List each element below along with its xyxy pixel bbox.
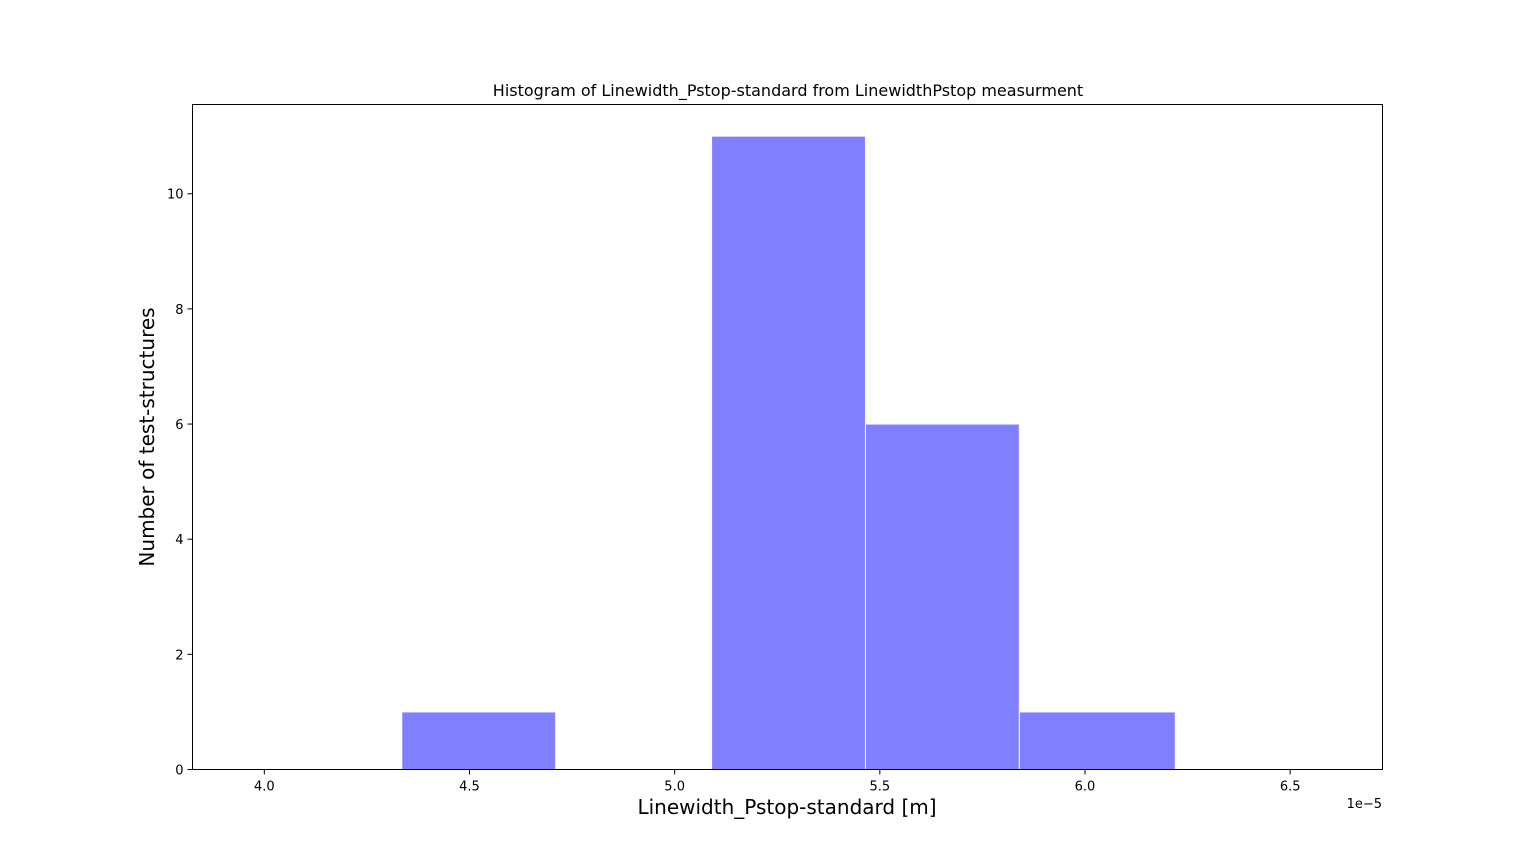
y-tick-label: 6 <box>175 418 183 433</box>
x-axis-label: Linewidth_Pstop-standard [m] <box>637 795 936 819</box>
x-tick-label: 4.5 <box>459 780 480 795</box>
x-tick-label: 6.0 <box>1075 780 1096 795</box>
histogram-bar-1 <box>401 711 557 771</box>
y-axis-ticks: 0 2 4 6 8 10 <box>167 188 193 779</box>
histogram-bar-3 <box>711 135 866 770</box>
histogram-bar-5 <box>1018 711 1176 771</box>
bars-group <box>401 135 1176 771</box>
x-tick-label: 6.5 <box>1280 780 1301 795</box>
chart-title: Histogram of Linewidth_Pstop-standard fr… <box>493 81 1083 101</box>
y-tick-label: 2 <box>175 648 183 663</box>
y-tick-label: 8 <box>175 303 183 318</box>
y-tick-label: 0 <box>175 764 183 779</box>
y-axis-label: Number of test-structures <box>135 307 159 566</box>
x-tick-label: 5.5 <box>869 780 890 795</box>
x-tick-label: 5.0 <box>664 780 685 795</box>
x-axis-offset-label: 1e−5 <box>1347 797 1382 812</box>
y-tick-label: 4 <box>175 533 183 548</box>
plot-frame <box>192 104 1383 770</box>
x-axis-ticks: 4.0 4.5 5.0 5.5 6.0 6.5 <box>254 769 1301 795</box>
x-tick-label: 4.0 <box>254 780 275 795</box>
y-tick-label: 10 <box>167 188 184 203</box>
histogram-bar-4 <box>864 423 1020 770</box>
